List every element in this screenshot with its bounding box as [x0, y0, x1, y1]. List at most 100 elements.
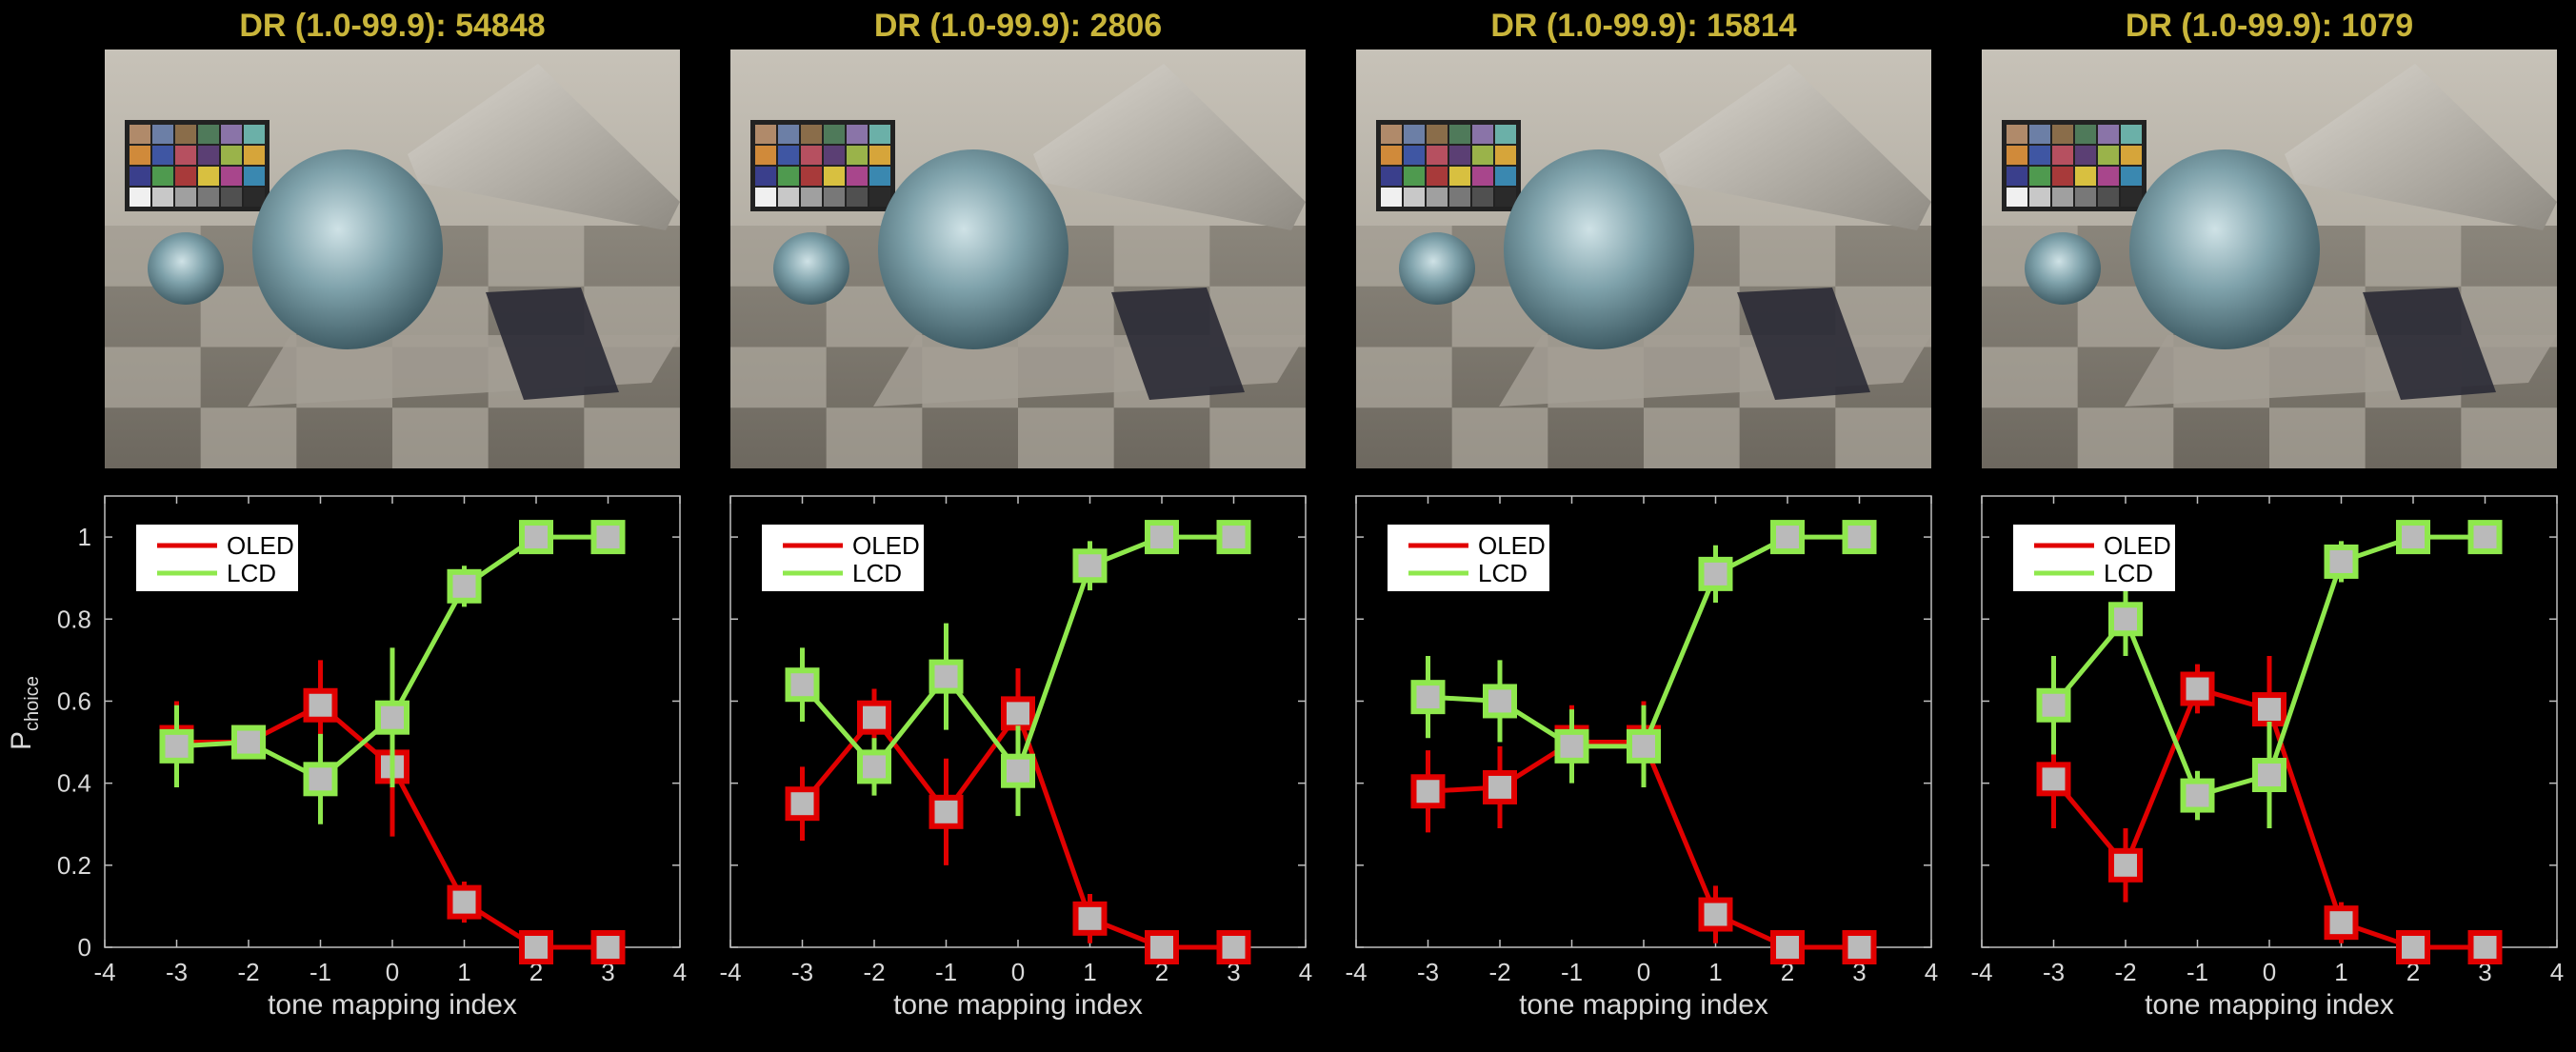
color-patch — [824, 167, 845, 186]
data-point — [1770, 520, 1805, 555]
color-patch — [847, 188, 868, 207]
color-patch — [824, 146, 845, 165]
color-patch — [1449, 125, 1470, 144]
color-patch — [221, 188, 242, 207]
data-point — [2396, 520, 2430, 555]
floor-tile — [200, 407, 297, 468]
tilted-slab — [2285, 64, 2557, 230]
color-patch — [2121, 146, 2142, 165]
x-tick-label: 4 — [2550, 958, 2564, 986]
data-point — [375, 700, 409, 735]
color-patch — [244, 146, 265, 165]
x-tick-label: -1 — [2187, 958, 2208, 986]
color-patch — [152, 146, 173, 165]
color-patch — [130, 167, 150, 186]
x-tick-label: 0 — [2263, 958, 2276, 986]
panel-title: DR (1.0-99.9): 15814 — [1490, 8, 1796, 44]
x-tick-label: 4 — [1299, 958, 1312, 986]
color-patch — [1381, 188, 1402, 207]
data-point — [929, 794, 964, 829]
color-patch — [198, 188, 219, 207]
color-patch — [778, 146, 799, 165]
legend-label: LCD — [1478, 559, 1528, 587]
color-patch — [2029, 188, 2050, 207]
x-tick-label: -2 — [1488, 958, 1510, 986]
small-blob — [1399, 232, 1475, 305]
x-axis-label: tone mapping index — [893, 989, 1143, 1021]
floor-tile — [826, 407, 923, 468]
color-patch — [755, 146, 776, 165]
x-tick-label: 4 — [1925, 958, 1938, 986]
floor-tile — [1739, 226, 1836, 287]
floor-tile — [1982, 347, 2078, 408]
color-patch — [869, 146, 890, 165]
color-patch — [198, 146, 219, 165]
color-patch — [847, 146, 868, 165]
data-point — [590, 930, 626, 964]
x-tick-label: -2 — [863, 958, 885, 986]
chart-axes: -4 -3 -2 -1 0 1 2 3 4 0 0.2 0.4 0.6 0.8 1 tone mapping … — [6, 495, 687, 1021]
color-patch — [152, 188, 173, 207]
y-tick-label: 0.2 — [57, 851, 91, 880]
color-patch — [2052, 125, 2073, 144]
data-point — [159, 728, 194, 764]
x-tick-label: -3 — [166, 958, 188, 986]
color-patch — [2052, 167, 2073, 186]
large-blob — [252, 149, 443, 349]
legend-label: OLED — [852, 531, 920, 560]
x-tick-label: 2 — [2406, 958, 2420, 986]
data-point — [231, 724, 266, 760]
legend-box — [2013, 525, 2175, 591]
data-point — [1698, 556, 1733, 591]
data-point — [1072, 548, 1108, 584]
data-point — [1483, 769, 1517, 804]
panel-title: DR (1.0-99.9): 1079 — [2126, 8, 2413, 44]
data-point — [785, 667, 820, 703]
color-patch — [2029, 167, 2050, 186]
color-patch — [778, 125, 799, 144]
color-patch — [869, 167, 890, 186]
data-point — [929, 659, 964, 694]
x-tick-label: 2 — [1781, 958, 1794, 986]
color-patch — [130, 146, 150, 165]
x-tick-label: 1 — [457, 958, 470, 986]
color-patch — [2052, 146, 2073, 165]
color-patch — [152, 167, 173, 186]
x-tick-label: -2 — [237, 958, 259, 986]
x-tick-label: -3 — [791, 958, 813, 986]
small-blob — [2025, 232, 2101, 305]
legend-box — [136, 525, 298, 591]
legend-label: OLED — [2104, 531, 2171, 560]
floor-checker — [1111, 288, 1245, 400]
floor-tile — [584, 407, 680, 468]
x-tick-label: -4 — [1970, 958, 1992, 986]
color-patch — [2075, 167, 2096, 186]
color-patch — [755, 125, 776, 144]
x-tick-label: 3 — [2478, 958, 2491, 986]
color-patch — [847, 125, 868, 144]
color-patch — [221, 167, 242, 186]
floor-tile — [1644, 407, 1740, 468]
data-point — [1001, 753, 1035, 788]
color-patch — [221, 125, 242, 144]
y-tick-label: 1 — [78, 523, 91, 551]
series-oled — [2036, 656, 2503, 964]
legend-box — [762, 525, 924, 591]
color-patch — [2075, 125, 2096, 144]
data-point — [519, 520, 553, 555]
color-patch — [2121, 125, 2142, 144]
panel-title: DR (1.0-99.9): 2806 — [874, 8, 1162, 44]
color-patch — [824, 188, 845, 207]
y-tick-label: 0.8 — [57, 605, 91, 633]
data-point — [2324, 905, 2359, 941]
floor-checker — [1737, 288, 1870, 400]
x-tick-label: -4 — [1345, 958, 1367, 986]
x-tick-label: 3 — [601, 958, 614, 986]
color-patch — [198, 167, 219, 186]
floor-tile — [2269, 407, 2366, 468]
data-point — [1698, 897, 1733, 932]
